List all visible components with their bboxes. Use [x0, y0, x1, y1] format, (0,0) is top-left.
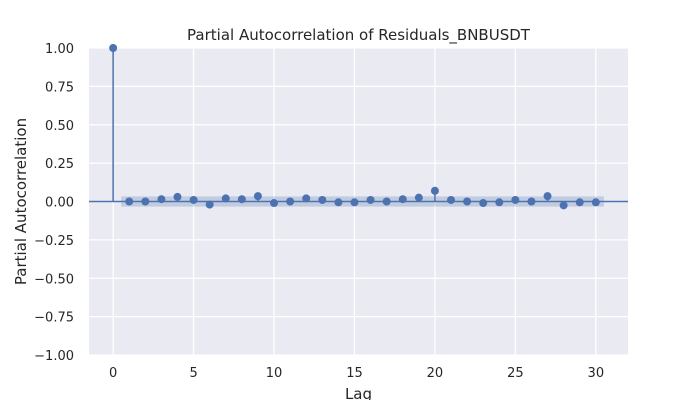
pacf-point [447, 195, 456, 204]
pacf-point [157, 195, 166, 204]
x-tick-label: 25 [507, 366, 524, 381]
x-tick-label: 5 [189, 366, 197, 381]
pacf-point [575, 198, 584, 207]
pacf-point [479, 199, 488, 208]
pacf-point [591, 198, 600, 207]
pacf-point [318, 195, 327, 204]
pacf-point [270, 199, 279, 208]
pacf-point [559, 201, 568, 210]
y-tick-label: 0.50 [45, 119, 74, 134]
pacf-point [205, 200, 214, 209]
pacf-point [414, 193, 423, 202]
pacf-point [221, 194, 230, 203]
pacf-point [189, 195, 198, 204]
pacf-point [382, 197, 391, 206]
y-tick-label: 0.00 [45, 196, 74, 211]
pacf-point [366, 195, 375, 204]
y-tick-labels: 1.00 0.75 0.50 0.25 0.00 −0.25 −0.50 −0.75 −1.00 [34, 42, 74, 364]
pacf-point [237, 195, 246, 204]
pacf-point [141, 197, 150, 206]
x-tick-labels: 0 5 10 15 20 25 30 [109, 366, 604, 381]
pacf-point [253, 192, 262, 201]
x-tick-label: 30 [588, 366, 605, 381]
grid-lines [89, 47, 628, 356]
pacf-point [543, 192, 552, 201]
pacf-point [109, 44, 118, 52]
x-tick-label: 10 [266, 366, 283, 381]
y-tick-label: −0.50 [34, 272, 74, 287]
chart-title: Partial Autocorrelation of Residuals_BNB… [187, 26, 531, 45]
y-tick-label: 1.00 [45, 42, 74, 57]
pacf-point [286, 197, 295, 206]
x-tick-label: 0 [109, 366, 117, 381]
pacf-marks [109, 44, 600, 210]
pacf-point [430, 186, 439, 195]
y-tick-label: −1.00 [34, 349, 74, 364]
pacf-point [398, 195, 407, 204]
y-tick-label: −0.75 [34, 311, 74, 326]
y-tick-label: 0.75 [45, 80, 74, 95]
x-tick-label: 20 [427, 366, 444, 381]
pacf-point [125, 197, 134, 206]
y-axis-label: Partial Autocorrelation [12, 118, 30, 285]
pacf-point [495, 198, 504, 207]
pacf-point [527, 197, 536, 206]
pacf-point [173, 192, 182, 201]
pacf-point [511, 195, 520, 204]
pacf-point [463, 197, 472, 206]
pacf-point [350, 198, 359, 207]
y-tick-label: 0.25 [45, 157, 74, 172]
pacf-point [334, 198, 343, 207]
pacf-point [302, 194, 311, 203]
y-tick-label: −0.25 [34, 234, 74, 249]
x-axis-label: Lag [345, 385, 372, 400]
x-tick-label: 15 [346, 366, 363, 381]
